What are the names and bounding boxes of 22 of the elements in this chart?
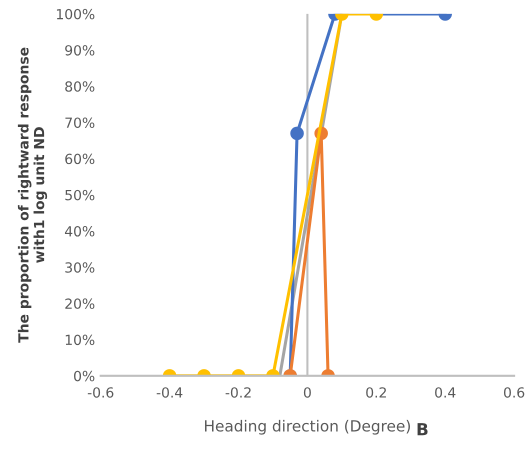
x-tick-label: 0.2 [366,387,386,398]
x-tick-label: -0.4 [156,387,182,398]
y-tick-label: 30% [65,262,94,273]
y-tick-label: 20% [65,298,94,309]
y-tick-label: 10% [66,334,94,346]
x-tick-label: 0 [304,387,311,398]
x-tick-label: 0.4 [435,387,456,398]
y-tick-label: 40% [64,226,94,237]
x-axis-title: Heading direction (Degree) [205,420,410,435]
y-tick-label: 0% [74,370,94,382]
y-tick-label: 90% [65,45,94,56]
text: B [418,423,428,436]
x-tick-label: 0.6 [504,387,524,398]
y-tick-label: 50% [65,190,94,200]
y-tick-label: 70% [65,117,94,128]
y-axis-title: The proportion of rightward response with1 log unit ND [18,48,48,343]
y-tick-label: 100% [56,8,94,20]
y-tick-label: 60% [65,154,94,164]
y-tick-label: 80% [65,81,94,92]
point [290,126,304,140]
x-tick-label: -0.2 [226,387,251,398]
x-tick-label: -0.6 [88,387,114,398]
